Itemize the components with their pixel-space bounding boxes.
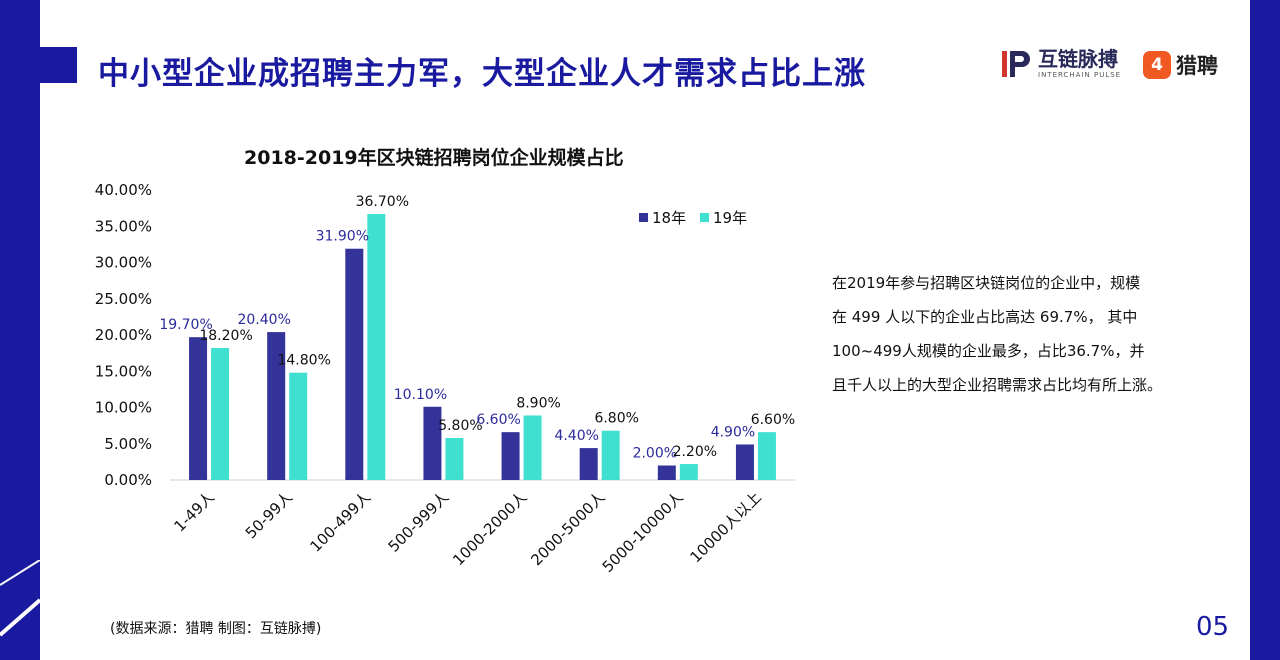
bar-19 xyxy=(289,372,308,480)
slide xyxy=(40,0,1250,660)
description-line: 在2019年参与招聘区块链岗位的企业中，规模 xyxy=(832,274,1141,292)
legend-swatch-19 xyxy=(700,213,709,222)
bar-19 xyxy=(679,464,698,480)
data-label-18: 31.90% xyxy=(316,229,369,245)
logo1-subtitle: INTERCHAIN PULSE xyxy=(1038,71,1122,79)
page-title: 中小型企业成招聘主力军，大型企业人才需求占比上涨 xyxy=(98,56,866,92)
x-tick-label: 5000-10000人 xyxy=(599,488,687,576)
y-tick-label: 10.00% xyxy=(95,399,152,417)
x-tick-label: 500-999人 xyxy=(385,488,453,556)
y-tick-label: 0.00% xyxy=(104,471,152,489)
data-label-18: 19.70% xyxy=(159,317,212,333)
data-label-19: 14.80% xyxy=(277,353,330,369)
logo2-name: 猎聘 xyxy=(1176,54,1218,78)
title-accent-bar xyxy=(40,47,77,83)
legend-label-19: 19年 xyxy=(713,209,747,227)
y-tick-label: 15.00% xyxy=(95,362,152,380)
legend-label-18: 18年 xyxy=(652,209,686,227)
description-line: 在 499 人以下的企业占比高达 69.7%， 其中 xyxy=(832,308,1138,326)
y-tick-label: 35.00% xyxy=(95,217,152,235)
data-label-19: 6.80% xyxy=(594,411,638,427)
bar-19 xyxy=(523,415,542,480)
bar-18 xyxy=(657,465,676,480)
liepin-logo: 4 猎聘 xyxy=(1143,50,1218,80)
data-label-18: 20.40% xyxy=(237,312,290,328)
x-tick-label: 100-499人 xyxy=(306,488,374,556)
y-tick-label: 40.00% xyxy=(95,181,152,199)
data-label-19: 2.20% xyxy=(673,444,717,460)
data-label-19: 8.90% xyxy=(516,395,560,411)
bar-18 xyxy=(501,432,520,480)
bar-19 xyxy=(211,348,230,480)
bar-18 xyxy=(189,337,208,480)
data-label-19: 36.70% xyxy=(356,194,409,210)
bar-19 xyxy=(445,437,464,480)
x-tick-label: 10000人以上 xyxy=(686,488,764,566)
x-tick-label: 1000-2000人 xyxy=(449,488,530,569)
corner-decoration xyxy=(0,560,40,637)
x-tick-label: 1-49人 xyxy=(170,488,217,535)
bar-18 xyxy=(579,448,598,480)
data-source-note: (数据来源：猎聘 制图：互链脉搏) xyxy=(110,621,322,637)
data-label-19: 5.80% xyxy=(438,418,482,434)
y-tick-label: 5.00% xyxy=(104,435,152,453)
page-number: 05 xyxy=(1196,612,1230,642)
description-text: 在2019年参与招聘区块链岗位的企业中，规模 在 499 人以下的企业占比高达 … xyxy=(832,266,1192,402)
data-label-18: 10.10% xyxy=(394,387,447,403)
bar-19 xyxy=(601,430,620,480)
description-line: 且千人以上的大型企业招聘需求占比均有所上涨。 xyxy=(832,376,1163,394)
interchain-pulse-logo-icon xyxy=(1002,51,1030,77)
logo1-name: 互链脉搏 xyxy=(1038,47,1118,71)
data-label-18: 4.40% xyxy=(554,428,598,444)
y-tick-label: 20.00% xyxy=(95,326,152,344)
data-label-19: 6.60% xyxy=(751,412,795,428)
x-tick-label: 2000-5000人 xyxy=(527,488,608,569)
y-tick-label: 30.00% xyxy=(95,254,152,272)
bar-18 xyxy=(423,406,442,480)
bar-18 xyxy=(345,248,364,480)
x-tick-label: 50-99人 xyxy=(242,488,296,542)
data-label-18: 2.00% xyxy=(633,446,677,462)
bar-19 xyxy=(367,213,386,481)
legend-swatch-18 xyxy=(639,213,648,222)
liepin-logo-icon: 4 xyxy=(1143,51,1171,79)
bar-19 xyxy=(757,432,776,480)
interchain-pulse-logo: 互链脉搏 INTERCHAIN PULSE xyxy=(1000,48,1121,80)
bar-18 xyxy=(735,444,754,480)
chart-title: 2018-2019年区块链招聘岗位企业规模占比 xyxy=(244,147,624,169)
y-tick-label: 25.00% xyxy=(95,290,152,308)
data-label-19: 18.20% xyxy=(199,328,252,344)
data-label-18: 6.60% xyxy=(476,412,520,428)
bar-18 xyxy=(267,332,286,480)
data-label-18: 4.90% xyxy=(711,424,755,440)
description-line: 100~499人规模的企业最多，占比36.7%，并 xyxy=(832,342,1145,360)
